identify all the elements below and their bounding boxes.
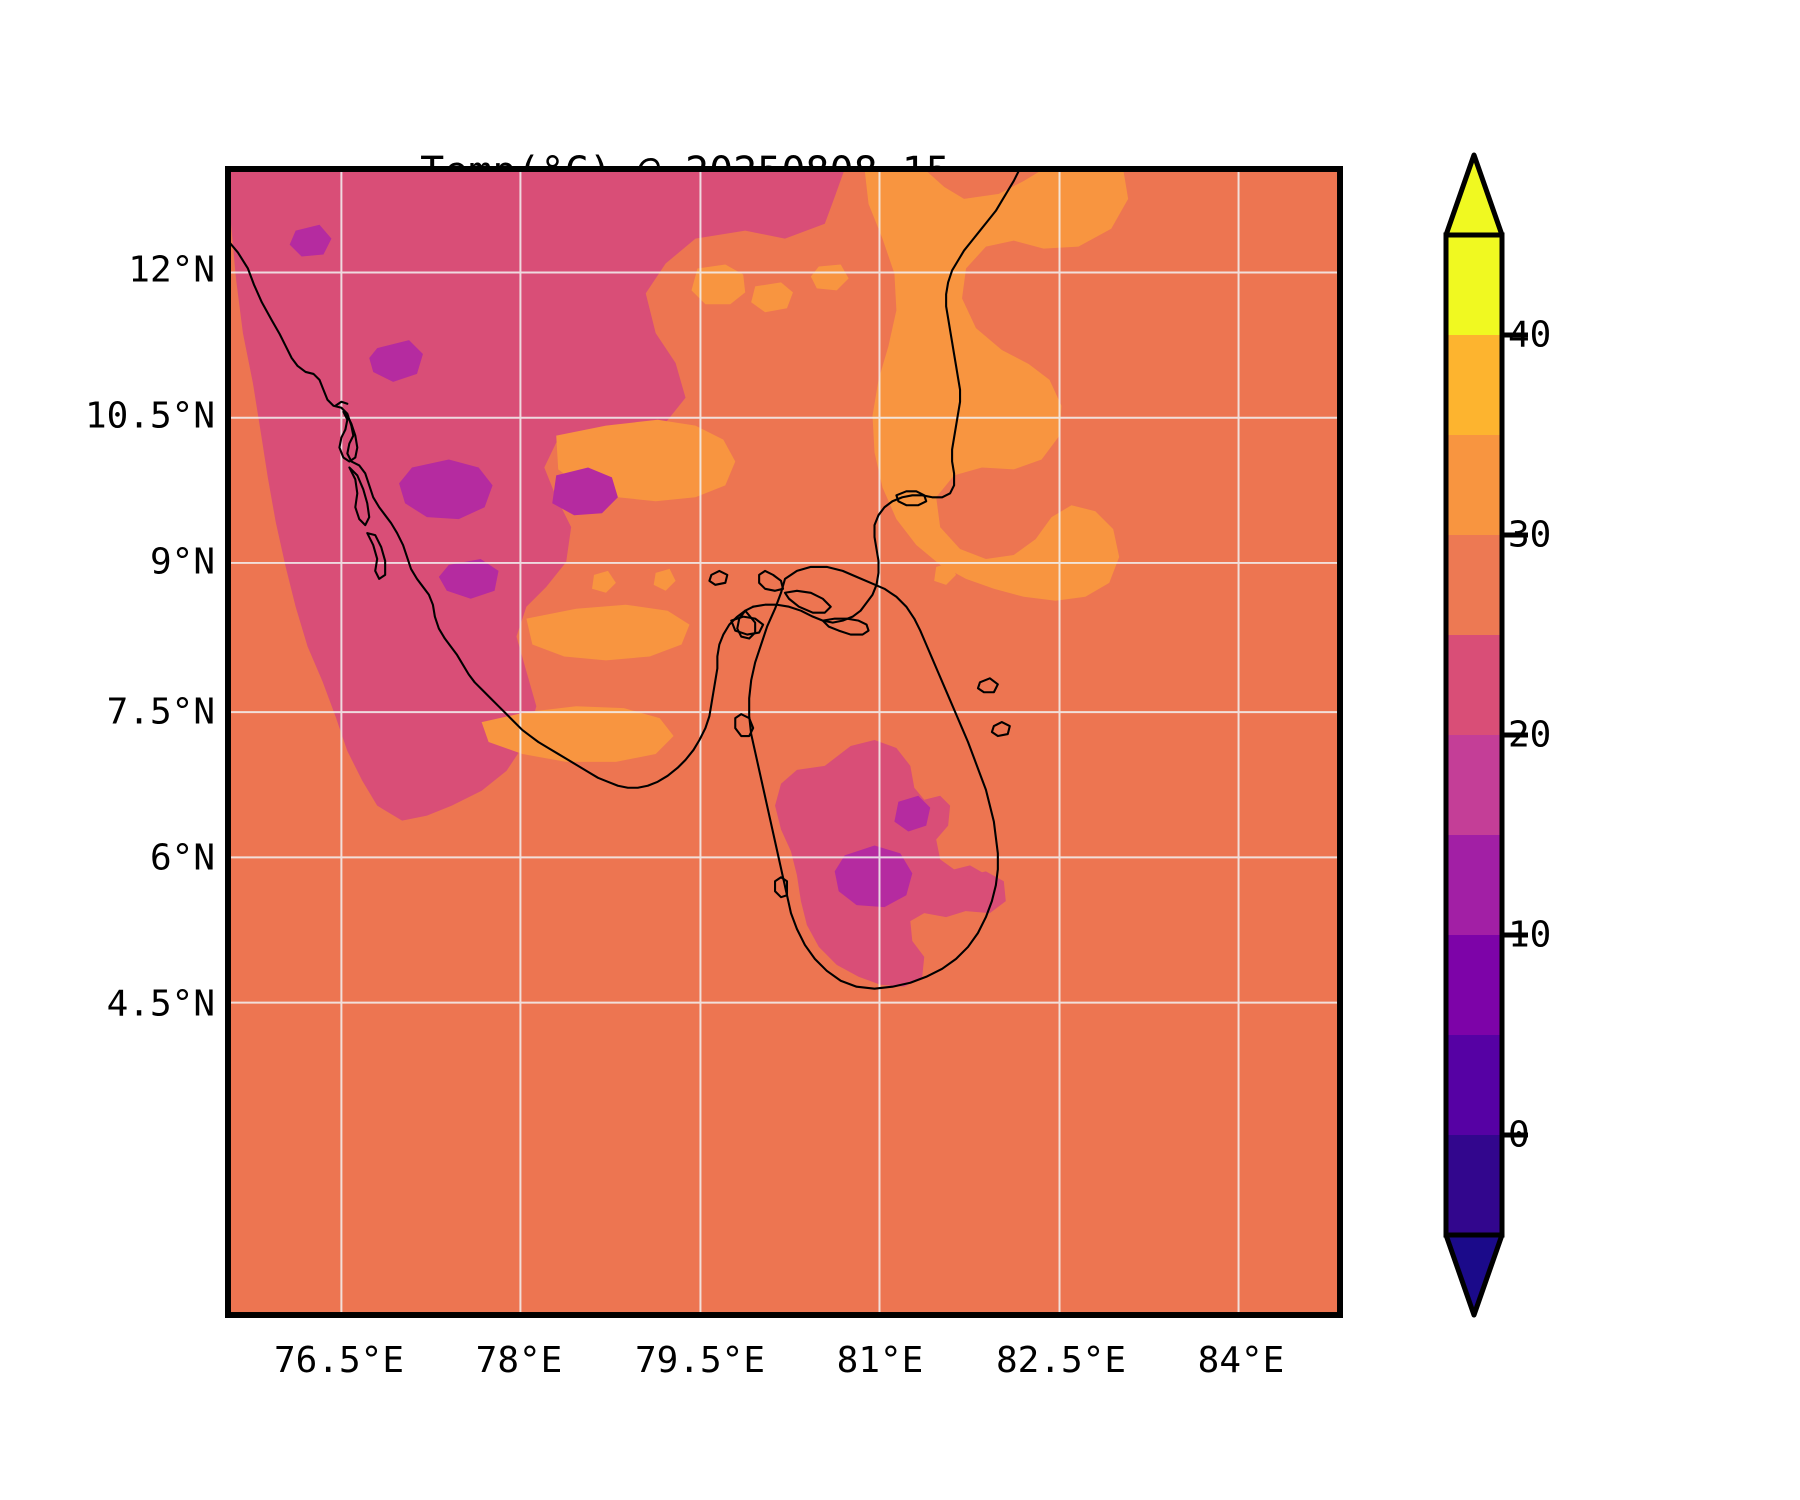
colorbar-label-20: 20 (1508, 714, 1552, 756)
ytick-label-4p5n: 4.5°N (106, 983, 215, 1025)
colorbar-band-15-20 (1446, 735, 1502, 835)
field-band-15-20-ghats-2 (399, 459, 493, 520)
field-band-30-35-notch-low (481, 706, 674, 762)
coastline-sl-east-notch (990, 721, 1011, 738)
coastline-sl-small-1 (708, 569, 729, 586)
field-band-30-35-bay-of-bengal (864, 169, 1129, 601)
coastline-mannar-island (730, 615, 765, 636)
field-band-15-20-ghats-5 (289, 224, 332, 257)
field-band-15-20-ghats-4 (438, 558, 499, 599)
ytick-label-12n: 12°N (128, 249, 215, 291)
colorbar-band-20-25 (1446, 635, 1502, 735)
colorbar-bands (1446, 235, 1502, 1235)
ytick-label-6n: 6°N (149, 837, 215, 879)
coastline-sl-east-notch2 (976, 677, 999, 694)
coastline-rameswaram (821, 617, 870, 636)
colorbar-band-40-45 (1446, 235, 1502, 335)
colorbar-band-0-5 (1446, 1035, 1502, 1135)
field-band-15-20-ghats-3 (552, 467, 618, 516)
xtick-label-78e: 78°E (475, 1340, 563, 1381)
ytick-label-7p5n: 7.5°N (106, 691, 215, 733)
field-band-30-35-patch-f (653, 568, 676, 591)
xtick-label-84e: 84°E (1197, 1340, 1285, 1381)
colorbar-band-25-30 (1446, 535, 1502, 635)
field-band-20-25-sri-lanka-east (954, 871, 1006, 914)
colorbar-extend-under-arrow (1443, 1232, 1505, 1318)
colorbar-band-5-10 (1446, 935, 1502, 1035)
coastline-sl-bay (774, 876, 789, 899)
colorbar-label-40: 40 (1508, 314, 1552, 356)
field-band-30-35-notch-mid (526, 604, 690, 661)
coastline-jaffna (758, 569, 785, 592)
colorbar-extend-over-arrow (1443, 152, 1505, 238)
ytick-label-10p5n: 10.5°N (84, 395, 215, 437)
temperature-field-svg (228, 169, 1340, 1315)
xtick-label-76p5e: 76.5°E (273, 1340, 405, 1381)
field-band-30-35-patch-d (934, 562, 957, 585)
coastline-jaffna-lagoon (783, 589, 832, 614)
coastline-kerala-lagoon (338, 410, 359, 463)
coastline-adams-bridge (736, 609, 757, 640)
coastline-kerala-lagoon-3 (366, 532, 387, 580)
coastline-kerala-inlet (334, 400, 349, 407)
ytick-label-9n: 9°N (149, 541, 215, 583)
map-axes-spine (228, 169, 1340, 1315)
colorbar-label-0: 0 (1508, 1114, 1530, 1156)
field-band-30-35-patch-b (751, 282, 793, 313)
coastline-india-east (752, 169, 1021, 624)
map-gridlines (228, 169, 1340, 1315)
colorbar[interactable]: 40 30 20 10 0 (1412, 150, 1712, 1330)
colorbar-label-30: 30 (1508, 514, 1552, 556)
colorbar-svg (1443, 152, 1528, 1318)
map-plot-area[interactable] (225, 166, 1343, 1318)
field-band-15-20-ghats-1 (369, 340, 423, 382)
field-band-30-35-patch-c (810, 264, 849, 291)
coastline-small-inlet-east (895, 490, 928, 507)
field-band-15-20-sri-lanka-core-b (894, 795, 931, 832)
xtick-label-79p5e: 79.5°E (634, 1340, 766, 1381)
coastline-overlay (228, 169, 1021, 990)
colorbar-ticks (1502, 332, 1528, 1138)
colorbar-band-30-35 (1446, 435, 1502, 535)
coastline-sl-west-inlet (734, 713, 755, 738)
coastline-india-west (228, 239, 755, 789)
colorbar-label-10: 10 (1508, 914, 1552, 956)
xtick-label-81e: 81°E (836, 1340, 924, 1381)
colorbar-band-10-15 (1446, 835, 1502, 935)
colorbar-band-m5-0 (1446, 1135, 1502, 1235)
coastline-kerala-lagoon-2 (348, 466, 371, 527)
field-band-30-35-patch-a (691, 264, 746, 305)
field-band-20-25-sw-india (228, 169, 845, 821)
xtick-label-82p5e: 82.5°E (995, 1340, 1127, 1381)
coastline-sri-lanka (748, 565, 999, 990)
field-band-15-20-sri-lanka-core (834, 845, 913, 908)
colorbar-band-35-40 (1446, 335, 1502, 435)
field-band-30-35-patch-e (592, 570, 616, 593)
